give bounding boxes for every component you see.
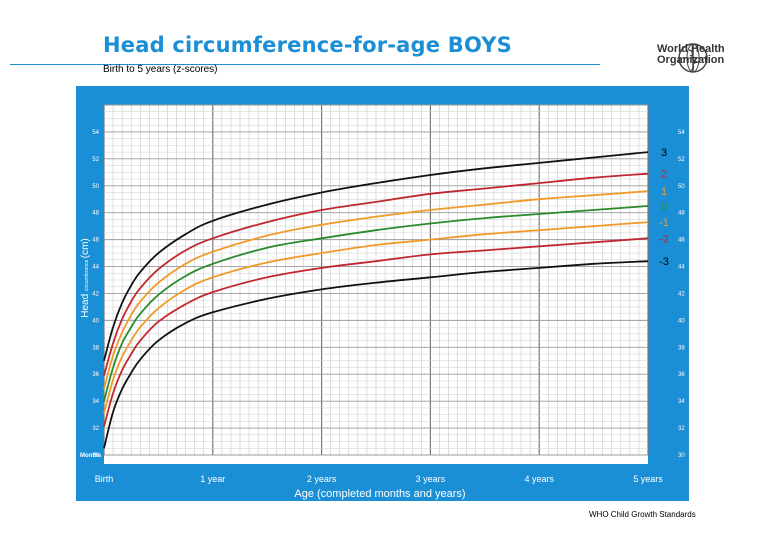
y-tick-left: 48	[92, 211, 99, 217]
zscore-line-1	[103, 172, 649, 376]
y-tick-left: 46	[92, 238, 99, 244]
y-tick-right: 44	[678, 265, 685, 271]
axis-labels: 3032343638404244464850525430323436384042…	[80, 130, 685, 500]
y-tick-right: 54	[678, 130, 685, 136]
chart-subtitle: Birth to 5 years (z-scores)	[103, 64, 218, 75]
y-axis-label: Head circumference (cm)	[80, 238, 91, 317]
y-axis-label-main: Head	[80, 291, 91, 318]
zscore-label-2: 1	[661, 186, 667, 198]
who-name-line2: Organization	[657, 54, 725, 66]
zscore-line-4	[103, 221, 649, 414]
x-tick-label: Birth	[95, 474, 114, 484]
zscore-label-1: 2	[661, 169, 667, 181]
y-tick-left: 50	[92, 184, 99, 190]
chart-grid	[103, 104, 649, 456]
y-tick-right: 34	[678, 399, 685, 405]
series-layer	[103, 151, 649, 449]
months-label: Months	[80, 453, 102, 459]
y-tick-right: 46	[678, 238, 685, 244]
chart-title: Head circumference-for-age BOYS	[103, 33, 512, 57]
who-name: World Health Organization	[657, 44, 757, 66]
zscore-label-5: -2	[659, 233, 669, 245]
y-tick-right: 36	[678, 372, 685, 378]
y-axis-label-unit: (cm)	[80, 238, 91, 258]
x-tick-label: 2 years	[307, 474, 337, 484]
zscore-label-0: 3	[661, 147, 667, 159]
y-tick-right: 32	[678, 426, 685, 432]
y-tick-right: 52	[678, 157, 685, 163]
zscore-label-6: -3	[659, 256, 669, 268]
zscore-label-4: -1	[659, 217, 669, 229]
zscore-line-3	[103, 205, 649, 402]
y-tick-right: 30	[678, 453, 685, 459]
y-tick-left: 44	[92, 265, 99, 271]
title-rule	[10, 64, 600, 65]
y-tick-left: 36	[92, 372, 99, 378]
y-tick-right: 40	[678, 318, 685, 324]
x-axis-label: Age (completed months and years)	[294, 488, 465, 500]
y-tick-left: 32	[92, 426, 99, 432]
y-tick-right: 38	[678, 345, 685, 351]
x-tick-label: 3 years	[416, 474, 446, 484]
zscore-line-2	[103, 190, 649, 390]
line-labels: 3 2 1 0 -1 -2 -3	[659, 147, 669, 268]
zscore-line-5	[103, 237, 649, 427]
who-logo-icon	[678, 43, 708, 73]
y-tick-right: 42	[678, 291, 685, 297]
y-axis-label-small: circumference	[84, 258, 90, 291]
y-tick-left: 42	[92, 291, 99, 297]
zscore-label-3: 0	[661, 201, 667, 213]
y-tick-left: 40	[92, 318, 99, 324]
zscore-line-6	[103, 260, 649, 449]
y-tick-right: 50	[678, 184, 685, 190]
x-tick-label: 1 year	[200, 474, 225, 484]
y-tick-left: 34	[92, 399, 99, 405]
zscore-line-0	[103, 151, 649, 362]
y-tick-left: 38	[92, 345, 99, 351]
y-tick-right: 48	[678, 211, 685, 217]
y-tick-left: 52	[92, 157, 99, 163]
y-tick-left: 30	[92, 453, 99, 459]
x-tick-label: 5 years	[633, 474, 663, 484]
footer-credit: WHO Child Growth Standards	[589, 510, 696, 519]
x-tick-label: 4 years	[524, 474, 554, 484]
y-tick-left: 54	[92, 130, 99, 136]
who-name-line1: World Health	[657, 43, 725, 55]
